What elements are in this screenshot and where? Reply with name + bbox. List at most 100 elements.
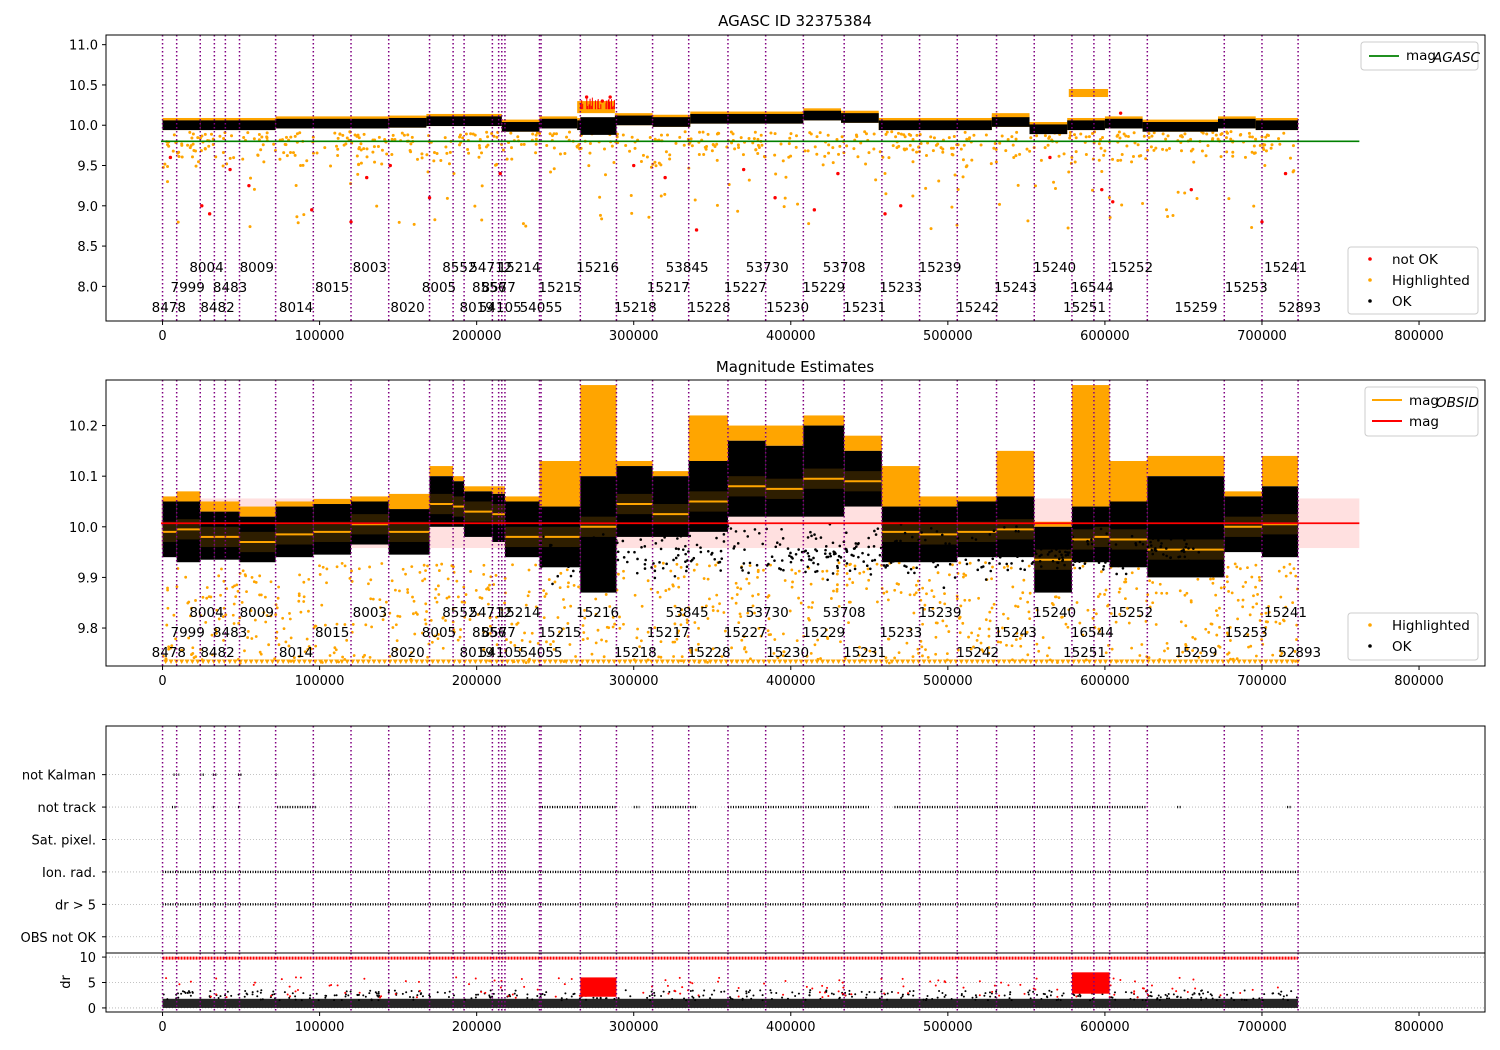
p2-clipped-marker	[1140, 659, 1146, 664]
p2-ok-point	[627, 550, 630, 554]
p1-not-ok-point	[1111, 200, 1115, 204]
p4-not-ok-point	[514, 996, 517, 999]
p1-highlighted-point	[1180, 149, 1184, 153]
p1-highlighted-point	[807, 222, 811, 226]
p1-xtick-label: 500000	[923, 329, 973, 344]
p1-obsid-label: 52893	[1278, 300, 1321, 316]
p2-obsid-label: 15241	[1264, 605, 1307, 621]
p4-ok-point	[410, 990, 413, 993]
p2-clipped-marker	[937, 659, 943, 664]
p2-ok-point	[1083, 562, 1087, 565]
p2-highlighted-point	[1035, 642, 1039, 646]
p2-ok-point	[824, 548, 827, 552]
p2-highlighted-point	[306, 647, 310, 651]
p2-clipped-marker	[809, 659, 815, 664]
p2-highlighted-point	[482, 563, 486, 567]
p1-highlighted-point	[1201, 131, 1205, 135]
p1-ok-band	[841, 113, 879, 123]
p1-ok-band	[1104, 118, 1143, 129]
p2-highlighted-point	[905, 641, 909, 645]
p4-ok-band	[162, 998, 1299, 1008]
p2-ok-point	[1099, 553, 1103, 557]
p2-clipped-marker	[659, 659, 665, 664]
p2-highlighted-point	[1235, 657, 1239, 661]
p1-highlighted-point	[674, 141, 678, 145]
p2-clipped-marker	[504, 659, 510, 664]
p2-highlighted-point	[1292, 567, 1296, 571]
p2-ok-point	[1066, 547, 1069, 550]
p2-highlighted-point	[1284, 605, 1288, 609]
p2-ok-point	[556, 574, 560, 578]
p2-obsid-label: 8014	[279, 645, 313, 661]
p1-highlighted-point	[911, 160, 915, 164]
p4-not-ok-block	[1071, 972, 1110, 994]
p4-not-ok-point	[358, 991, 361, 994]
p2-highlighted-point	[1019, 597, 1022, 600]
p4-ok-point	[345, 990, 348, 993]
p2-clipped-marker	[307, 659, 313, 664]
p2-clipped-marker	[376, 659, 382, 664]
p2-highlighted-point	[456, 595, 460, 599]
p2-highlighted-point	[434, 587, 438, 591]
p2-highlighted-point	[816, 638, 820, 642]
p4-ok-point	[1049, 994, 1052, 997]
p4-not-ok-point	[289, 995, 292, 998]
p1-highlighted-point	[1206, 144, 1210, 148]
p2-ok-point	[1099, 527, 1103, 531]
p1-highlighted-point	[1253, 151, 1257, 155]
p2-highlighted-point	[912, 566, 915, 570]
p2-highlighted-point	[1225, 631, 1229, 635]
p1-not-ok-point	[365, 175, 369, 180]
p2-highlighted-point	[596, 628, 600, 632]
p2-xtick-label: 400000	[766, 674, 816, 689]
p1-highlighted-point	[1091, 132, 1095, 136]
p2-ok-point	[1006, 547, 1009, 551]
p2-highlighted-point	[1148, 605, 1152, 609]
p2-ok-point	[1063, 563, 1066, 567]
p4-ok-point	[166, 998, 169, 1001]
p4-not-ok-point	[520, 978, 523, 981]
p4-ok-point	[1280, 990, 1283, 993]
p2-ok-point	[544, 548, 548, 551]
p4-not-ok-point	[697, 994, 700, 997]
p1-ok-band	[162, 120, 201, 131]
p1-highlighted-point	[1087, 135, 1091, 139]
p2-ok-point	[1141, 542, 1145, 546]
p2-highlighted-point	[559, 571, 563, 575]
p4-ok-point	[475, 993, 478, 996]
p2-clipped-marker	[184, 659, 190, 664]
p4-ok-point	[283, 991, 286, 994]
p2-highlighted-point	[430, 640, 434, 644]
p4-ok-point	[1113, 991, 1116, 994]
p2-highlighted-point	[488, 632, 492, 635]
p2-ok-point	[1105, 532, 1108, 535]
p2-highlighted-point	[996, 640, 1000, 644]
p2-clipped-marker	[830, 659, 836, 664]
p2-highlighted-point	[556, 616, 560, 619]
p1-highlighted-point	[837, 152, 841, 156]
p2-clipped-marker	[1135, 659, 1141, 664]
p4-ok-point	[401, 992, 404, 995]
p1-highlighted-point	[782, 205, 786, 209]
p2-highlighted-point	[1230, 591, 1234, 595]
p2-highlighted-point	[1160, 591, 1164, 595]
p2-highlighted-point	[393, 588, 397, 592]
p2-ok-point	[853, 567, 857, 571]
p4-not-ok-point	[934, 984, 937, 987]
p2-highlighted-point	[968, 561, 972, 565]
p1-highlighted-point	[1006, 138, 1010, 142]
p2-highlighted-point	[845, 572, 849, 575]
p4-ok-point	[1149, 994, 1152, 997]
p4-ok-point	[324, 996, 327, 999]
p2-clipped-marker	[424, 659, 430, 664]
p2-highlighted-point	[201, 595, 205, 599]
p1-ok-band	[580, 117, 617, 135]
p2-highlighted-point	[224, 613, 228, 617]
p2-highlighted-point	[187, 600, 191, 604]
p2-ok-point	[998, 562, 1001, 565]
panel-1-axes: 0 100000 200000 300000 400000 500000 600000 700…	[69, 34, 1486, 344]
p2-highlighted-point	[219, 593, 222, 597]
p2-highlighted-point	[1266, 620, 1269, 624]
p2-clipped-marker	[670, 659, 676, 664]
p2-highlighted-point	[1163, 649, 1166, 653]
